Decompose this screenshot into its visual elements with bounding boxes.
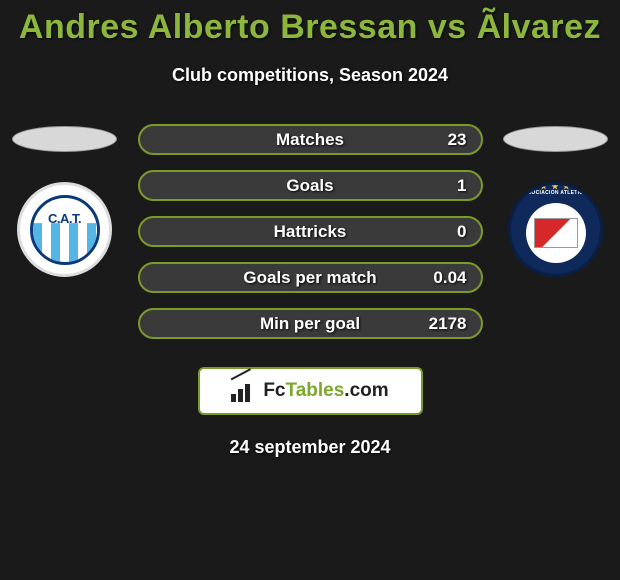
stat-label: Goals per match: [243, 268, 376, 288]
stats-column: Matches 23 Goals 1 Hattricks 0 Goals per…: [138, 124, 483, 339]
comparison-row: C.A.T. Matches 23 Goals 1 Hattricks 0 Go…: [0, 124, 620, 339]
right-player-ellipse: [503, 126, 608, 152]
stat-value-right: 0: [457, 222, 466, 242]
stat-label: Min per goal: [260, 314, 360, 334]
logo-part-a: Fc: [263, 380, 285, 401]
stat-row-hattricks: Hattricks 0: [138, 216, 483, 247]
left-player-col: C.A.T.: [10, 124, 120, 277]
stat-label: Matches: [276, 130, 344, 150]
stat-label: Goals: [286, 176, 333, 196]
stat-row-mpg: Min per goal 2178: [138, 308, 483, 339]
page-title: Andres Alberto Bressan vs Ãlvarez: [0, 0, 620, 47]
stat-row-goals: Goals 1: [138, 170, 483, 201]
left-team-badge: C.A.T.: [17, 182, 112, 277]
left-badge-shield: C.A.T.: [30, 195, 100, 265]
logo-part-b: Tables: [286, 380, 345, 401]
right-badge-inner: [526, 203, 586, 263]
stat-row-gpm: Goals per match 0.04: [138, 262, 483, 293]
right-team-badge: ★ ★ ★ ★ ★ ASOCIACION ATLETICA: [508, 182, 603, 277]
left-badge-text: C.A.T.: [48, 212, 81, 226]
stat-value-right: 0.04: [433, 268, 466, 288]
right-badge-flag: [534, 218, 578, 248]
stat-label: Hattricks: [274, 222, 347, 242]
logo-part-c: .com: [344, 380, 388, 401]
stat-value-right: 2178: [429, 314, 467, 334]
logo-text: FcTables.com: [263, 380, 388, 402]
left-player-ellipse: [12, 126, 117, 152]
fctables-logo[interactable]: FcTables.com: [198, 367, 423, 415]
date-footer: 24 september 2024: [0, 437, 620, 458]
subtitle: Club competitions, Season 2024: [0, 65, 620, 86]
stat-value-right: 23: [448, 130, 467, 150]
right-player-col: ★ ★ ★ ★ ★ ASOCIACION ATLETICA: [501, 124, 611, 277]
left-badge-stripes: [33, 198, 97, 262]
stat-row-matches: Matches 23: [138, 124, 483, 155]
stat-value-right: 1: [457, 176, 466, 196]
chart-icon: [231, 380, 257, 402]
right-badge-arc-text: ASOCIACION ATLETICA: [524, 191, 587, 197]
